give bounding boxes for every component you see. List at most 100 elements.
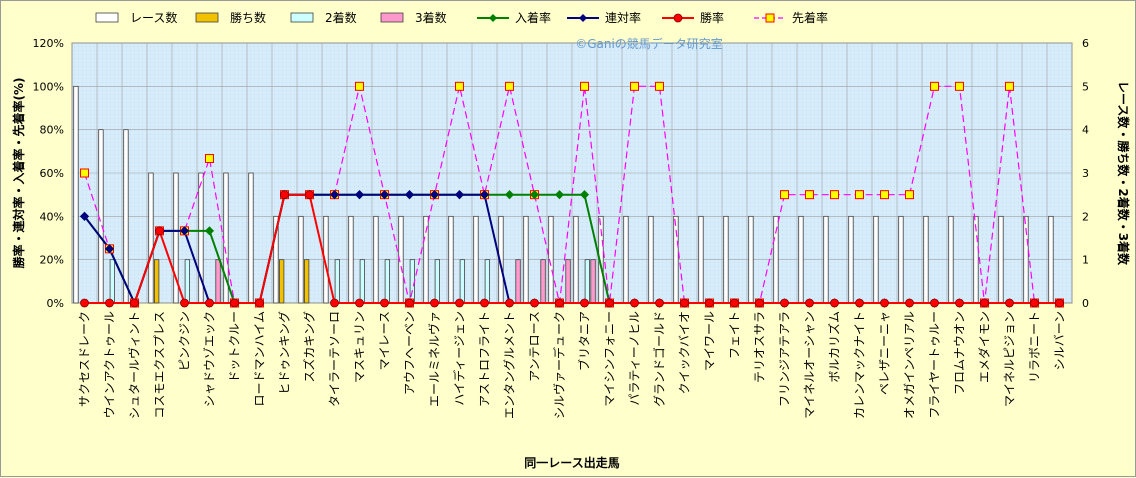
bar-3着数 <box>590 259 596 304</box>
bar-レース数 <box>273 215 279 304</box>
bar-レース数 <box>73 85 79 304</box>
marker-勝率 <box>1055 298 1064 308</box>
x-tick-label: フェイト <box>728 311 742 359</box>
marker-勝率 <box>255 298 264 308</box>
marker-勝率 <box>355 298 364 308</box>
bar-2着数 <box>334 259 341 304</box>
left-tick-label: 0% <box>47 297 64 310</box>
right-tick-label: 0 <box>1082 297 1089 310</box>
bar-レース数 <box>348 215 354 304</box>
left-tick-label: 20% <box>40 254 64 267</box>
bar-レース数 <box>648 215 654 304</box>
bar-レース数 <box>123 129 129 304</box>
x-tick-label: カレンマックナイト <box>853 311 867 419</box>
marker-連対率 <box>179 226 190 236</box>
right-tick-label: 4 <box>1082 124 1089 137</box>
marker-先着率 <box>505 81 514 91</box>
bar-2着数 <box>359 259 366 304</box>
marker-先着率 <box>805 190 814 200</box>
left-tick-label: 40% <box>40 210 64 223</box>
marker-連対率 <box>104 244 115 254</box>
legend-swatch-2着数 <box>290 12 314 23</box>
marker-勝率 <box>680 298 689 308</box>
x-tick-label: マイシンフォニー <box>603 311 617 407</box>
right-tick-label: 6 <box>1082 37 1089 50</box>
x-tick-label: シルバーン <box>1053 311 1067 370</box>
x-axis-title: 同一レース出走馬 <box>524 455 619 470</box>
series-line-勝率 <box>84 193 1060 304</box>
legend-label-3着数: 3着数 <box>415 10 447 25</box>
marker-先着率 <box>455 81 464 91</box>
marker-勝率 <box>880 298 889 308</box>
bar-レース数 <box>448 215 454 304</box>
legend-swatch-3着数 <box>380 12 404 23</box>
marker-先着率 <box>830 190 839 200</box>
marker-勝率 <box>280 190 289 200</box>
x-tick-label: マイレース <box>378 311 392 370</box>
x-tick-label: ピンクジン <box>178 311 192 371</box>
x-tick-label: マイネルオーシャン <box>803 311 817 419</box>
left-tick-label: 100% <box>33 80 64 93</box>
x-tick-label: ドットクルー <box>228 311 242 383</box>
bar-勝ち数 <box>278 259 285 304</box>
marker-勝率 <box>780 298 789 308</box>
marker-連対率 <box>329 190 340 200</box>
x-tick-label: ロードマンハイム <box>253 311 267 407</box>
marker-先着率 <box>80 168 89 178</box>
marker-勝率 <box>155 226 164 236</box>
x-tick-label: シュタールヴィント <box>127 311 142 419</box>
bar-レース数 <box>948 215 954 304</box>
bar-レース数 <box>148 172 154 304</box>
marker-勝率 <box>930 298 939 308</box>
x-tick-label: シャドウゾエック <box>203 311 217 407</box>
x-tick-label: テリオスサラ <box>753 311 767 383</box>
bar-2着数 <box>434 259 441 304</box>
bar-レース数 <box>373 215 379 304</box>
watermark-text: ©Ganiの競馬データ研究室 <box>575 36 723 51</box>
marker-勝率 <box>580 298 589 308</box>
bar-レース数 <box>248 172 254 304</box>
marker-勝率 <box>530 298 539 308</box>
x-tick-label: ウインアクトゥール <box>103 311 117 418</box>
legend-label-勝ち数: 勝ち数 <box>230 10 266 25</box>
marker-勝率 <box>730 298 739 308</box>
x-tick-label: ヒドゥンキング <box>278 311 292 395</box>
x-tick-label: エールミネルヴァ <box>427 311 442 407</box>
x-tick-label: マスキュリン <box>353 311 367 383</box>
bar-勝ち数 <box>153 259 160 304</box>
bar-レース数 <box>798 215 804 304</box>
bar-2着数 <box>484 259 491 304</box>
right-tick-label: 2 <box>1082 210 1089 223</box>
marker-入着率 <box>529 190 540 200</box>
legend-swatch-レース数 <box>95 12 119 23</box>
x-tick-label: ブリタニア <box>577 311 592 371</box>
bar-3着数 <box>540 259 546 304</box>
marker-先着率 <box>630 81 639 91</box>
bar-3着数 <box>515 259 521 304</box>
marker-勝率 <box>980 298 989 308</box>
marker-勝率 <box>130 298 139 308</box>
bar-2着数 <box>384 259 391 304</box>
marker-勝率 <box>505 298 514 308</box>
marker-勝率 <box>655 298 664 308</box>
marker-勝率 <box>230 298 239 308</box>
marker-勝率 <box>955 298 964 308</box>
bar-レース数 <box>823 215 829 304</box>
bar-レース数 <box>698 215 704 304</box>
x-tick-label: マイワール <box>703 311 717 371</box>
marker-連対率 <box>404 190 415 200</box>
bar-レース数 <box>523 215 529 304</box>
legend-label-先着率: 先着率 <box>792 10 828 25</box>
bar-レース数 <box>573 215 579 304</box>
left-tick-label: 120% <box>33 37 64 50</box>
right-tick-label: 1 <box>1082 254 1089 267</box>
marker-勝率 <box>905 298 914 308</box>
x-tick-label: タイラーテソーロ <box>328 311 342 407</box>
x-tick-label: フライヤートゥルー <box>928 311 942 419</box>
marker-勝率 <box>755 298 764 308</box>
legend-swatch-勝ち数 <box>195 12 219 23</box>
marker-連対率 <box>454 190 465 200</box>
marker-勝率 <box>380 298 389 308</box>
x-tick-label: フリンジアテアラ <box>778 311 792 407</box>
